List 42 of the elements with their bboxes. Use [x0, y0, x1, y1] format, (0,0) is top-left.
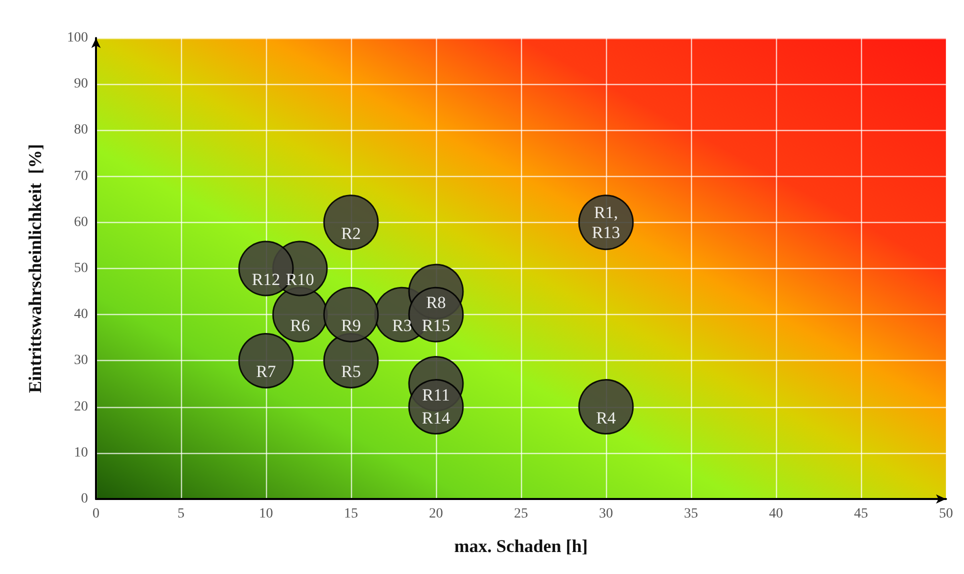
x-tick-label: 30: [599, 506, 613, 522]
x-axis-title: max. Schaden [h]: [454, 536, 588, 556]
text: R9: [341, 316, 361, 336]
x-tick-label: 40: [769, 506, 783, 522]
point: [323, 194, 379, 250]
text: R1, R13: [592, 202, 620, 242]
text: R4: [596, 408, 616, 428]
y-tick-label: 60: [74, 214, 88, 230]
text: R15: [422, 316, 450, 336]
point: [578, 379, 634, 435]
text: R11: [422, 385, 450, 404]
x-tick-label: 50: [939, 506, 953, 522]
y-tick-label: 70: [74, 168, 88, 184]
text: R10: [286, 270, 314, 289]
x-tick-label: 10: [259, 506, 273, 522]
y-tick-label: 40: [74, 307, 88, 322]
text: R6: [290, 316, 310, 336]
y-tick-label: 20: [74, 399, 88, 414]
y-tick-label: 100: [67, 30, 88, 46]
x-tick-label: 5: [178, 506, 184, 522]
text: R14: [422, 408, 450, 428]
y-tick-label: 80: [74, 122, 88, 138]
y-tick-label: 0: [81, 492, 88, 506]
y-tick-label: 90: [74, 76, 88, 92]
x-tick-label: 20: [429, 506, 443, 522]
text: R8: [426, 293, 446, 312]
x-tick-label: 0: [92, 506, 100, 522]
x-tick-label: 15: [344, 506, 358, 522]
x-tick-label: 25: [514, 506, 528, 522]
x-tick-label: 35: [684, 506, 698, 522]
x-tick-label: 45: [854, 506, 868, 522]
point: [323, 286, 379, 342]
text: R5: [341, 362, 361, 382]
y-axis-title: Eintrittswahrscheinlichkeit [%]: [25, 144, 45, 393]
point: [238, 332, 294, 388]
y-tick-label: 30: [74, 353, 88, 368]
text: R2: [341, 224, 361, 243]
y-tick-label: 50: [74, 261, 88, 276]
text: R7: [256, 362, 276, 382]
text: R3: [392, 316, 412, 336]
text: R12: [252, 270, 280, 289]
y-tick-label: 10: [74, 445, 88, 460]
